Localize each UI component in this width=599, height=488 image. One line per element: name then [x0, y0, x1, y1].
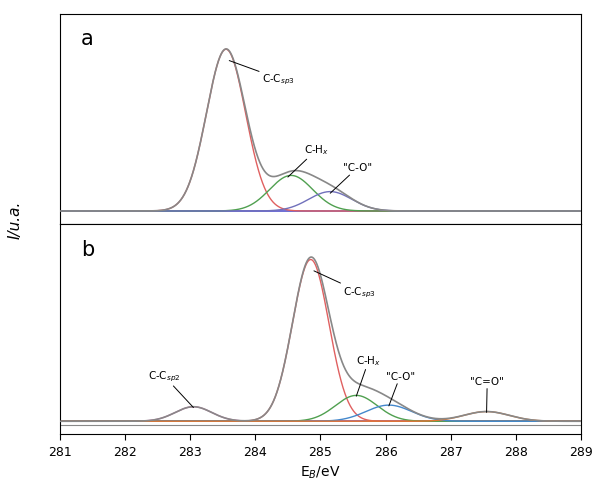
Text: C-C$_{sp3}$: C-C$_{sp3}$ — [314, 271, 376, 300]
X-axis label: E$_B$/eV: E$_B$/eV — [300, 463, 341, 480]
Text: C-H$_x$: C-H$_x$ — [288, 143, 329, 178]
Text: a: a — [81, 29, 93, 49]
Text: C-H$_x$: C-H$_x$ — [356, 353, 382, 396]
Text: "C-O": "C-O" — [330, 163, 373, 194]
Text: C-C$_{sp2}$: C-C$_{sp2}$ — [148, 369, 193, 407]
Text: I/u.a.: I/u.a. — [7, 201, 23, 239]
Text: "C=O": "C=O" — [470, 376, 504, 412]
Text: "C-O": "C-O" — [386, 371, 415, 406]
Text: b: b — [81, 239, 94, 259]
Text: C-C$_{sp3}$: C-C$_{sp3}$ — [229, 61, 295, 86]
